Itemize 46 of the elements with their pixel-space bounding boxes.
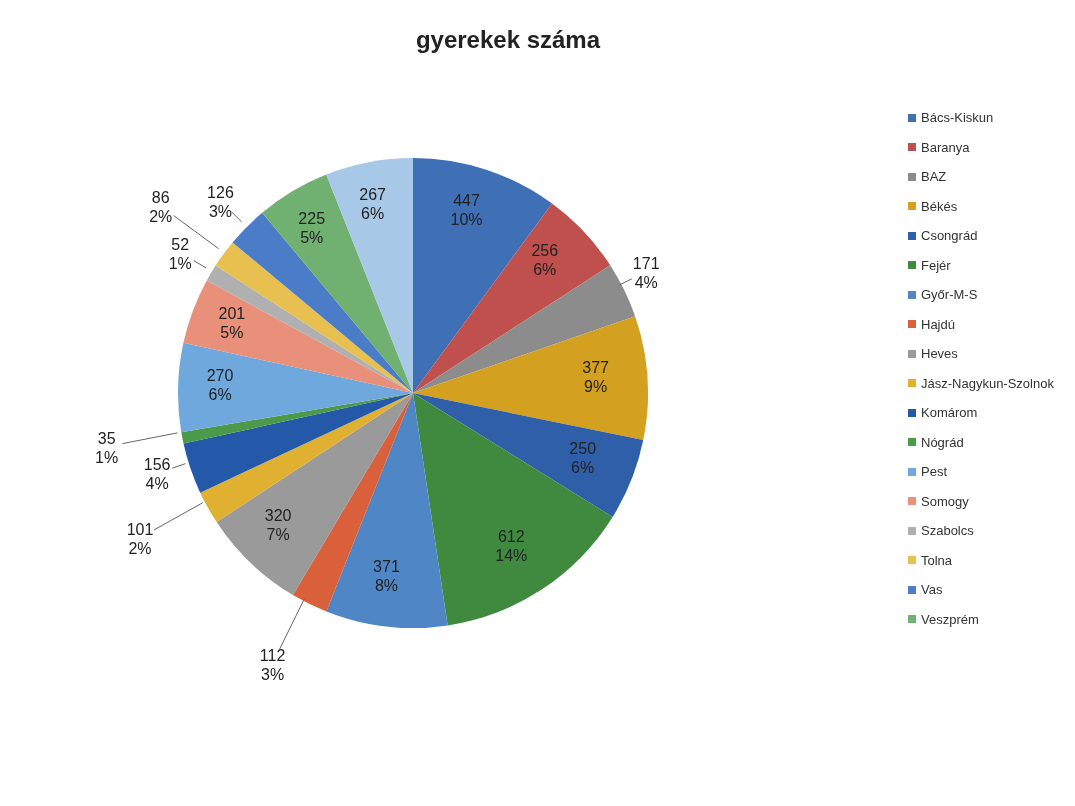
- data-label: 447 10%: [450, 191, 483, 228]
- pie-slice: [413, 393, 644, 517]
- data-label: 320 7%: [264, 506, 292, 543]
- data-label: 225 5%: [298, 209, 326, 246]
- legend-label: Hajdú: [921, 316, 955, 332]
- legend-label: Jász-Nagykun-Szolnok: [921, 375, 1054, 391]
- data-label: 612 14%: [495, 527, 528, 564]
- legend-label: Csongrád: [921, 228, 978, 244]
- data-label: 156 4%: [143, 455, 171, 492]
- pie-slice: [178, 342, 413, 433]
- pie-slice: [413, 316, 648, 441]
- chart-title: gyerekek száma: [414, 26, 602, 54]
- pie-slice: [292, 393, 413, 612]
- legend-label: Baranya: [921, 139, 970, 155]
- pie-slice: [413, 393, 613, 626]
- legend-label: Somogy: [921, 493, 969, 509]
- legend-label: Szabolcs: [921, 523, 974, 539]
- legend-label: Vas: [921, 582, 943, 598]
- legend-label: Komárom: [921, 405, 978, 421]
- data-label: 270 6%: [206, 366, 234, 403]
- legend-label: Pest: [921, 464, 948, 480]
- data-label: 171 4%: [632, 254, 660, 291]
- data-label: 267 6%: [359, 185, 387, 222]
- data-label: 35 1%: [95, 429, 119, 466]
- legend-label: Fejér: [921, 257, 951, 273]
- data-label: 112 3%: [259, 646, 286, 683]
- data-label: 86 2%: [149, 188, 173, 225]
- data-label: 377 9%: [582, 358, 610, 395]
- legend-label: Győr-M-S: [921, 287, 978, 303]
- pie-slice: [262, 174, 413, 393]
- legend-label: Nógrád: [921, 434, 964, 450]
- legend-label: BAZ: [921, 169, 947, 185]
- legend-label: Tolna: [921, 552, 953, 568]
- data-label: 101 2%: [126, 520, 154, 557]
- legend-label: Heves: [921, 346, 958, 362]
- data-label: 371 8%: [373, 557, 400, 594]
- data-label: 256 6%: [531, 241, 559, 278]
- data-label: 126 3%: [207, 183, 234, 220]
- legend-label: Békés: [921, 198, 958, 214]
- data-label: 52 1%: [168, 235, 192, 272]
- data-label: 250 6%: [569, 439, 597, 476]
- legend-label: Bács-Kiskun: [921, 110, 994, 126]
- data-label: 201 5%: [218, 304, 246, 341]
- pie-slice: [326, 158, 413, 393]
- legend-label: Veszprém: [921, 611, 979, 627]
- pie-slice: [413, 265, 636, 393]
